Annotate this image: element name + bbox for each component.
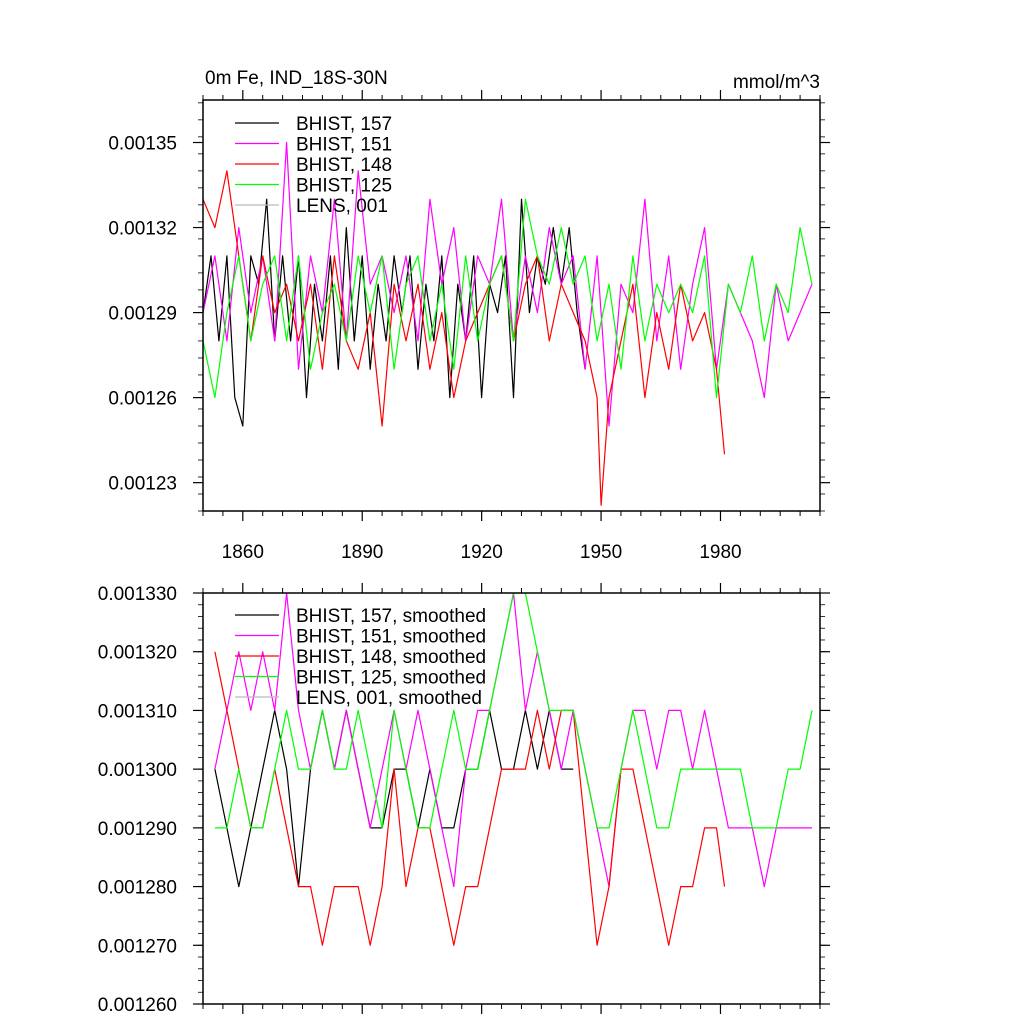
top-series-line-0 bbox=[203, 198, 586, 427]
top-plot-frame bbox=[202, 99, 821, 512]
bottom-ytick-label: 0.001300 bbox=[98, 760, 177, 781]
top-xtick-label: 1950 bbox=[580, 542, 622, 563]
top-legend-label: BHIST, 157 bbox=[296, 114, 392, 135]
bottom-ytick-label: 0.001280 bbox=[98, 878, 177, 899]
top-xtick-label: 1920 bbox=[461, 542, 503, 563]
bottom-ytick-label: 0.001290 bbox=[98, 819, 177, 840]
top-legend-label: BHIST, 148 bbox=[296, 155, 392, 176]
top-legend-label: BHIST, 125 bbox=[296, 176, 392, 197]
bottom-panel: 0.001260 0.001270 0.001280 0.001290 0.001300… bbox=[98, 583, 830, 1016]
bottom-ytick-label: 0.001320 bbox=[98, 643, 177, 664]
bottom-legend-label: BHIST, 151, smoothed bbox=[296, 627, 486, 648]
bottom-series-line-3 bbox=[214, 593, 813, 829]
top-ytick-label: 0.00132 bbox=[108, 219, 177, 240]
bottom-ytick-label: 0.001330 bbox=[98, 584, 177, 605]
bottom-legend-label: LENS, 001, smoothed bbox=[296, 688, 482, 709]
top-legend-label: LENS, 001 bbox=[296, 196, 388, 217]
top-xtick-label: 1980 bbox=[699, 542, 741, 563]
bottom-ytick-label: 0.001310 bbox=[98, 701, 177, 722]
top-panel: 0m Fe, IND_18S-30N mmol/m^3 1860 1890 1920… bbox=[108, 68, 830, 563]
top-panel-title: 0m Fe, IND_18S-30N bbox=[205, 68, 388, 89]
bottom-legend-label: BHIST, 157, smoothed bbox=[296, 606, 486, 627]
top-panel-units: mmol/m^3 bbox=[733, 72, 820, 93]
top-ytick-label: 0.00129 bbox=[108, 304, 177, 325]
bottom-legend-label: BHIST, 148, smoothed bbox=[296, 647, 486, 668]
top-xtick-label: 1860 bbox=[222, 542, 264, 563]
top-ytick-label: 0.00126 bbox=[108, 389, 177, 410]
top-ytick-label: 0.00135 bbox=[108, 134, 177, 155]
bottom-plot-frame bbox=[202, 592, 821, 1005]
bottom-ytick-label: 0.001270 bbox=[98, 936, 177, 957]
top-series-line-3 bbox=[203, 198, 813, 399]
bottom-ytick-label: 0.001260 bbox=[98, 995, 177, 1016]
top-ytick-label: 0.00123 bbox=[108, 474, 177, 495]
bottom-legend-label: BHIST, 125, smoothed bbox=[296, 668, 486, 689]
top-legend-label: BHIST, 151 bbox=[296, 135, 392, 156]
top-xtick-label: 1890 bbox=[341, 542, 383, 563]
top-series-line-2 bbox=[203, 170, 726, 506]
bottom-series-line-2 bbox=[214, 651, 726, 946]
